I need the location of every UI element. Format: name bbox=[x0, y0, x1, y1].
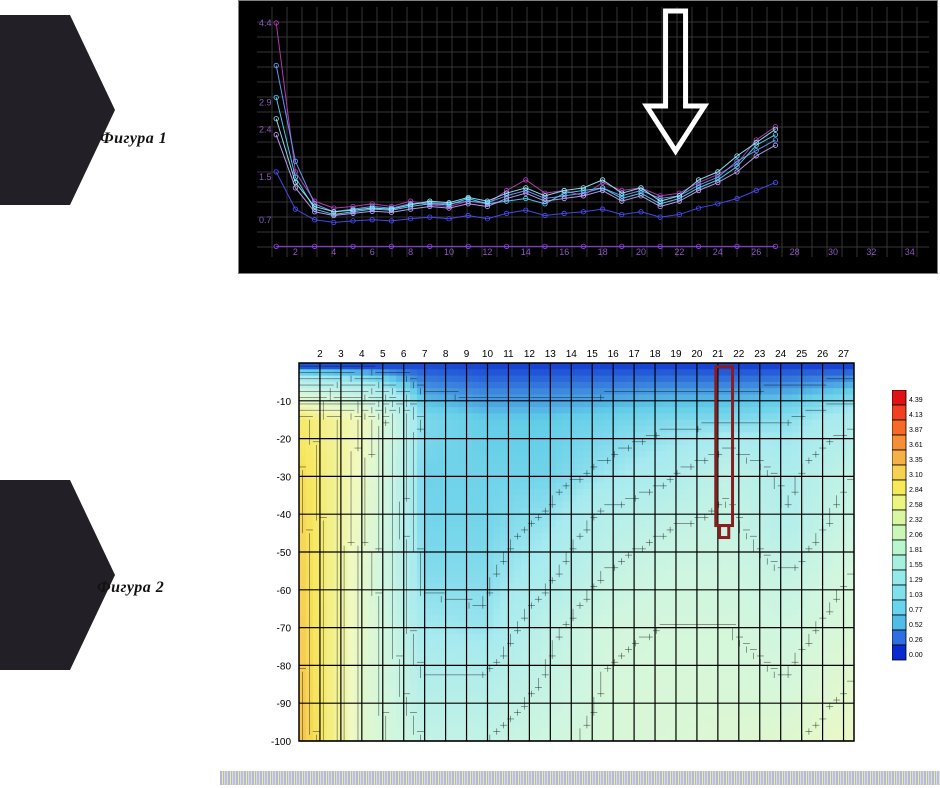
svg-text:24: 24 bbox=[713, 247, 723, 257]
svg-text:6: 6 bbox=[370, 247, 375, 257]
svg-text:12: 12 bbox=[482, 247, 492, 257]
svg-text:8: 8 bbox=[408, 247, 413, 257]
svg-text:30: 30 bbox=[828, 247, 838, 257]
svg-text:32: 32 bbox=[866, 247, 876, 257]
heatmap-legend: 4.394.133.873.613.353.102.842.582.322.06… bbox=[892, 390, 934, 664]
svg-text:26: 26 bbox=[751, 247, 761, 257]
svg-text:4.4: 4.4 bbox=[259, 18, 272, 28]
svg-text:4: 4 bbox=[331, 247, 336, 257]
svg-text:2.4: 2.4 bbox=[259, 124, 272, 134]
svg-text:20: 20 bbox=[636, 247, 646, 257]
svg-text:28: 28 bbox=[790, 247, 800, 257]
svg-text:18: 18 bbox=[598, 247, 608, 257]
decorative-ribbon-1 bbox=[0, 15, 70, 205]
heatmap-chart: 2345678910111213141516171819202122232425… bbox=[245, 343, 865, 753]
svg-text:0.7: 0.7 bbox=[259, 215, 272, 225]
line-chart-container: 0.71.52.42.94.42468101214161820222426283… bbox=[238, 0, 938, 279]
heatmap-container: 2345678910111213141516171819202122232425… bbox=[245, 343, 865, 758]
svg-text:2: 2 bbox=[293, 247, 298, 257]
figure-1-label: Фигура 1 bbox=[100, 130, 167, 148]
legend-container: 4.394.133.873.613.353.102.842.582.322.06… bbox=[892, 390, 934, 669]
svg-text:34: 34 bbox=[905, 247, 915, 257]
svg-text:14: 14 bbox=[521, 247, 531, 257]
decorative-separator bbox=[220, 771, 940, 785]
svg-text:1.5: 1.5 bbox=[259, 172, 272, 182]
line-chart: 0.71.52.42.94.42468101214161820222426283… bbox=[238, 0, 938, 274]
svg-text:2.9: 2.9 bbox=[259, 98, 272, 108]
svg-text:16: 16 bbox=[559, 247, 569, 257]
svg-text:22: 22 bbox=[674, 247, 684, 257]
decorative-ribbon-2 bbox=[0, 480, 70, 670]
figure-2-label: Фигура 2 bbox=[97, 579, 164, 597]
svg-text:10: 10 bbox=[444, 247, 454, 257]
